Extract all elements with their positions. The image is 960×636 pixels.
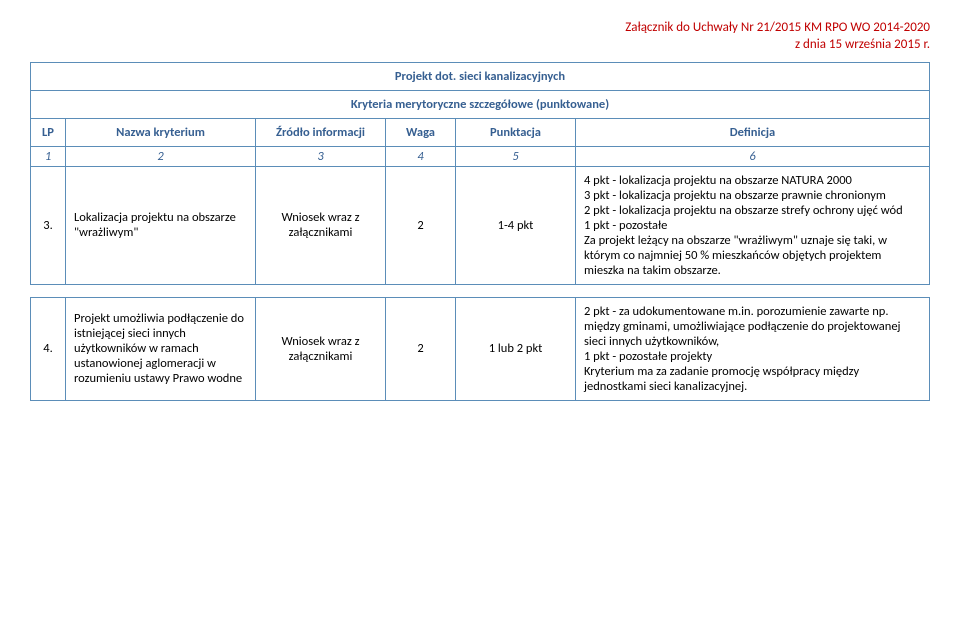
col-header-definicja: Definicja [576, 118, 930, 146]
cell-waga: 2 [386, 297, 456, 400]
cell-lp: 3. [31, 166, 66, 284]
project-title: Projekt dot. sieci kanalizacyjnych [31, 62, 930, 90]
col-header-punktacja: Punktacja [456, 118, 576, 146]
attachment-line2: z dnia 15 września 2015 r. [795, 37, 930, 52]
cell-source: Wniosek wraz z załącznikami [256, 297, 386, 400]
row-gap [31, 284, 930, 297]
attachment-header: Załącznik do Uchwały Nr 21/2015 KM RPO W… [30, 20, 930, 54]
cell-punktacja: 1-4 pkt [456, 166, 576, 284]
col-num-5: 5 [456, 146, 576, 166]
cell-name: Projekt umożliwia podłączenie do istniej… [66, 297, 256, 400]
cell-definicja: 4 pkt - lokalizacja projektu na obszarze… [576, 166, 930, 284]
attachment-line1: Załącznik do Uchwały Nr 21/2015 KM RPO W… [625, 20, 930, 35]
col-num-3: 3 [256, 146, 386, 166]
col-header-lp: LP [31, 118, 66, 146]
cell-punktacja: 1 lub 2 pkt [456, 297, 576, 400]
col-num-6: 6 [576, 146, 930, 166]
col-header-waga: Waga [386, 118, 456, 146]
col-header-source: Źródło informacji [256, 118, 386, 146]
cell-name: Lokalizacja projektu na obszarze "wrażli… [66, 166, 256, 284]
table-row: 3. Lokalizacja projektu na obszarze "wra… [31, 166, 930, 284]
col-num-1: 1 [31, 146, 66, 166]
col-num-4: 4 [386, 146, 456, 166]
col-num-2: 2 [66, 146, 256, 166]
criteria-table: Projekt dot. sieci kanalizacyjnych Kryte… [30, 62, 930, 401]
cell-lp: 4. [31, 297, 66, 400]
cell-waga: 2 [386, 166, 456, 284]
cell-definicja: 2 pkt - za udokumentowane m.in. porozumi… [576, 297, 930, 400]
cell-source: Wniosek wraz z załącznikami [256, 166, 386, 284]
table-row: 4. Projekt umożliwia podłączenie do istn… [31, 297, 930, 400]
col-header-name: Nazwa kryterium [66, 118, 256, 146]
criteria-section-title: Kryteria merytoryczne szczegółowe (punkt… [31, 90, 930, 118]
